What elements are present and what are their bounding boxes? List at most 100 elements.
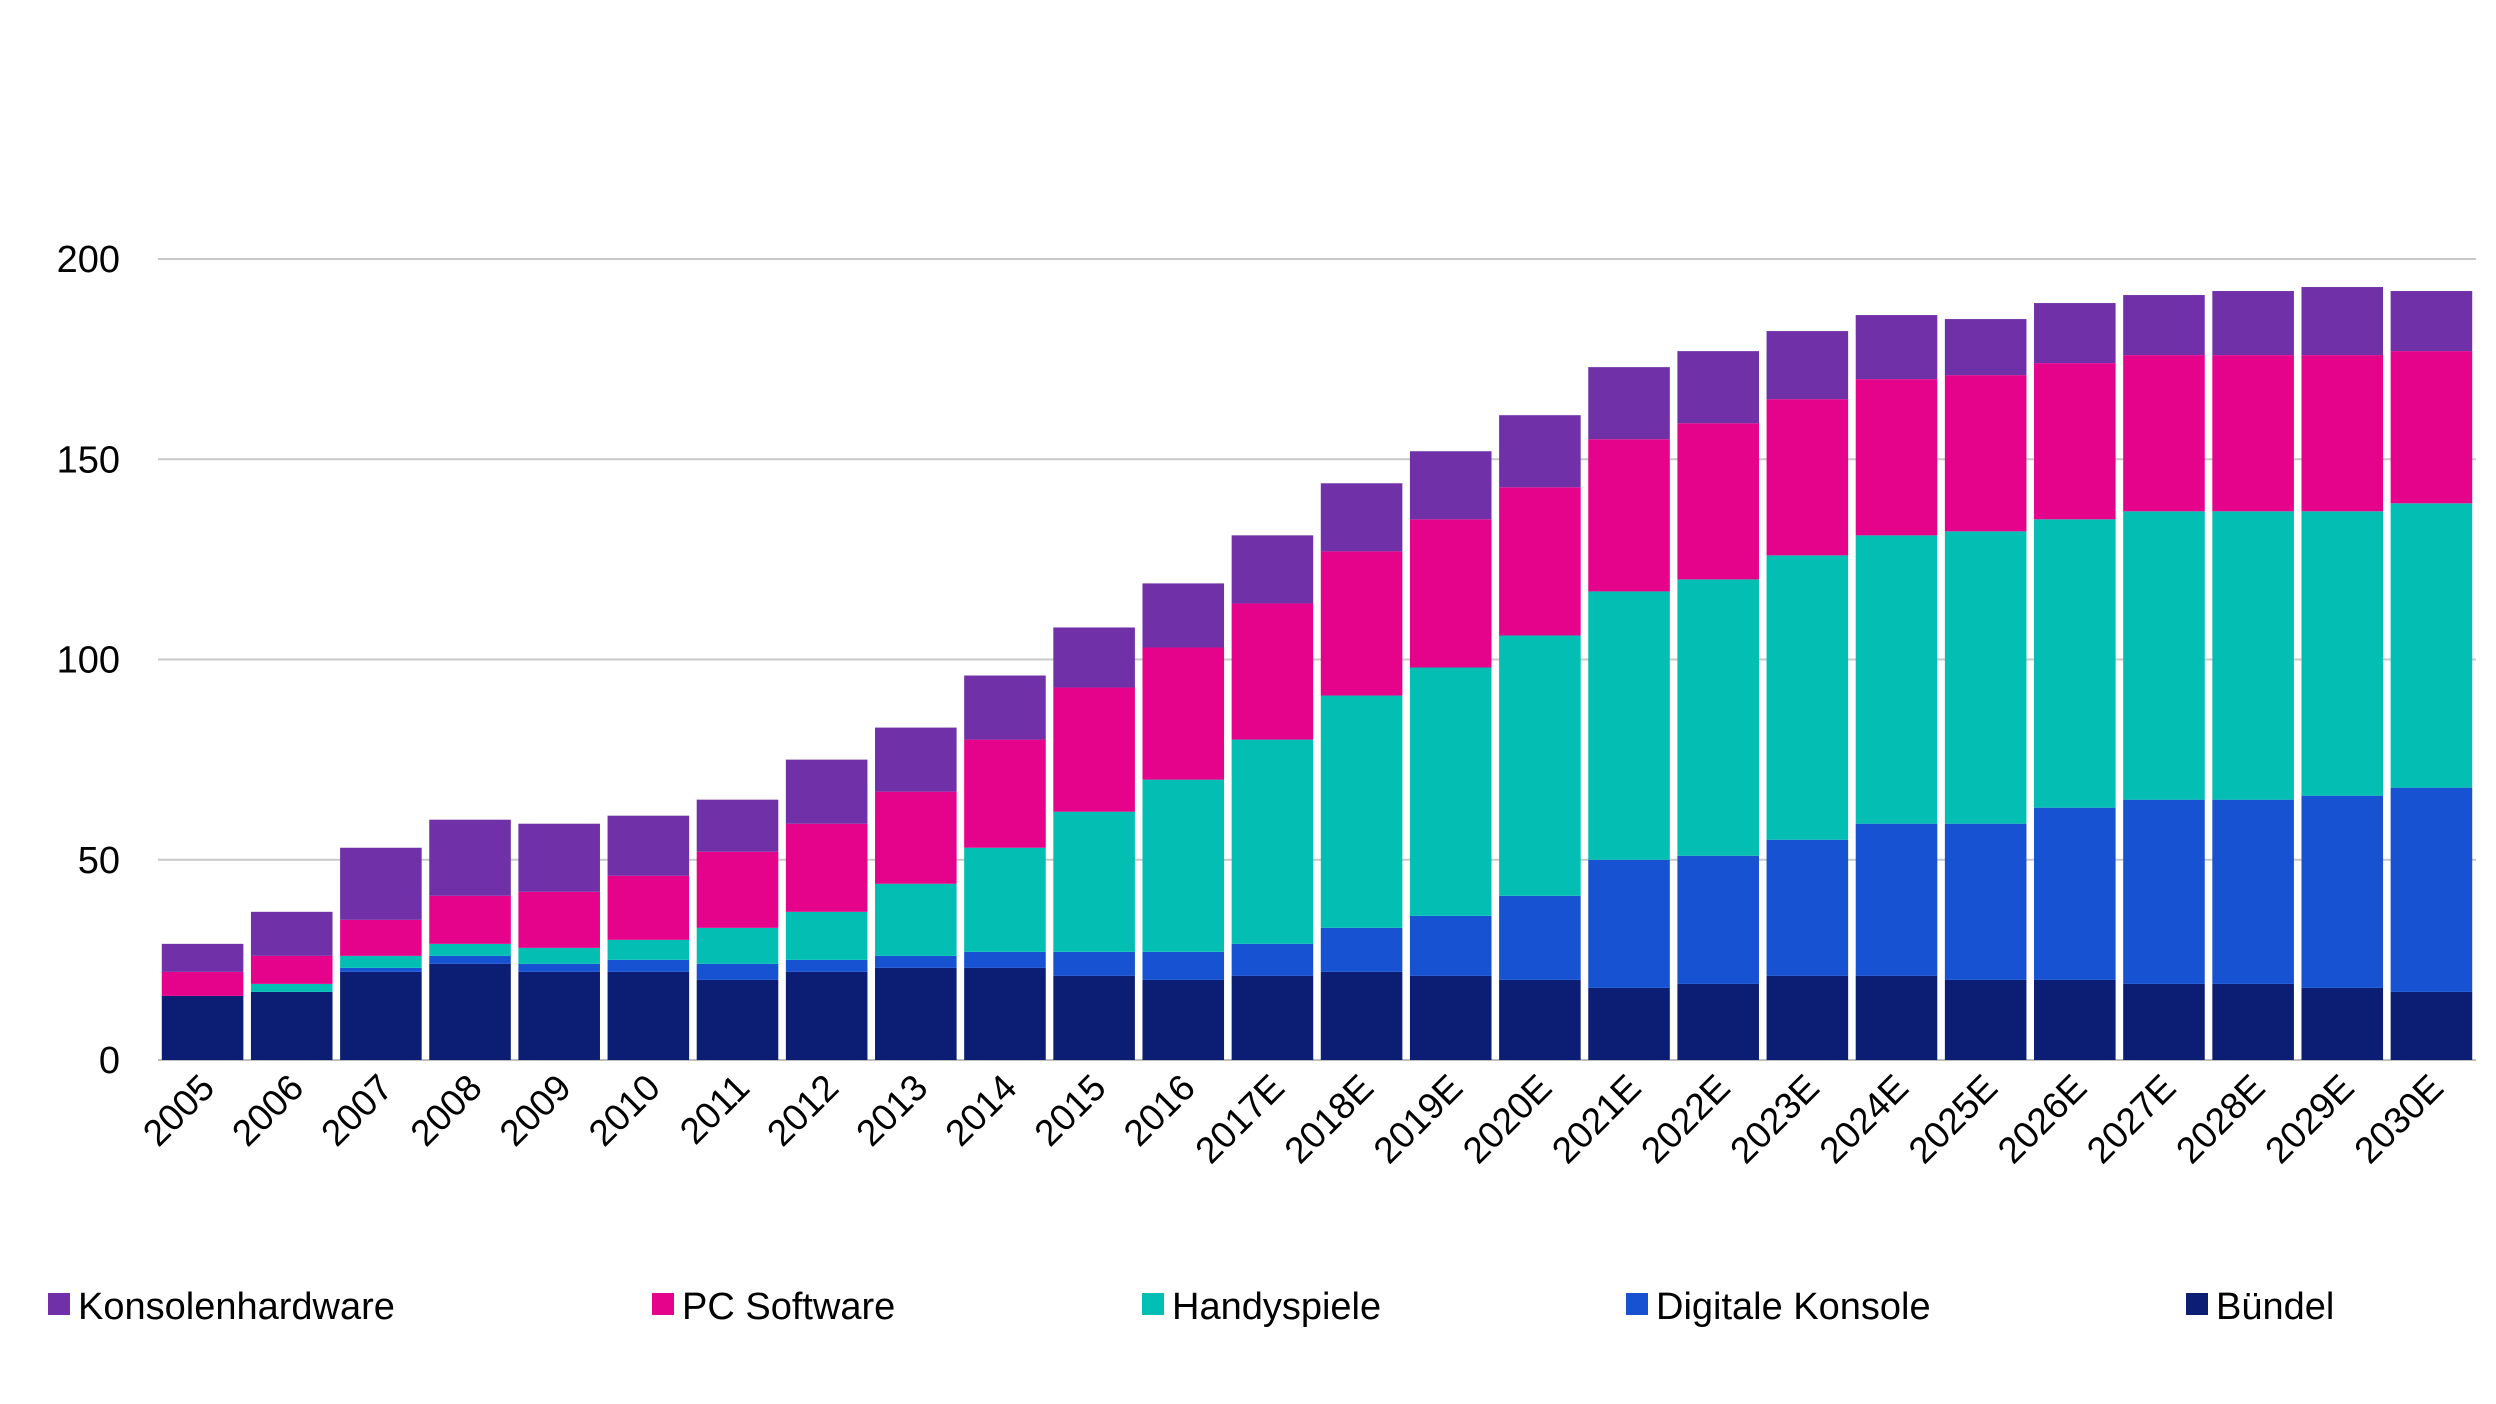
bar-segment-buendel-2017E xyxy=(1231,975,1314,1060)
bar-segment-pc-software-2007 xyxy=(340,919,422,956)
bar-segment-handyspiele-2026E xyxy=(2034,519,2116,808)
bar-segment-konsolenhardware-2014 xyxy=(964,675,1046,740)
x-tick-label: 2008 xyxy=(403,1067,490,1154)
bar-segment-pc-software-2011 xyxy=(696,851,779,928)
x-tick-label: 2028E xyxy=(2168,1067,2273,1172)
x-tick-label: 2030E xyxy=(2346,1067,2451,1172)
bar-segment-konsolenhardware-2019E xyxy=(1409,451,1492,520)
bar-segment-konsolenhardware-2009 xyxy=(518,823,600,892)
bar-segment-pc-software-2017E xyxy=(1231,603,1314,740)
bar-segment-buendel-2005 xyxy=(161,995,244,1060)
bar-segment-handyspiele-2027E xyxy=(2123,511,2205,800)
bar-segment-buendel-2008 xyxy=(429,963,511,1060)
bar-segment-buendel-2012 xyxy=(785,971,868,1060)
y-tick-label: 200 xyxy=(57,239,120,281)
bar-segment-handyspiele-2019E xyxy=(1409,667,1492,916)
bar-segment-pc-software-2013 xyxy=(875,791,957,884)
x-tick-label: 2021E xyxy=(1544,1067,1649,1172)
bar-segment-konsolenhardware-2010 xyxy=(607,815,690,876)
bar-segment-handyspiele-2018E xyxy=(1320,695,1403,928)
bar-segment-buendel-2011 xyxy=(696,979,779,1060)
bar-segment-buendel-2029E xyxy=(2301,987,2384,1060)
x-tick-label: 2020E xyxy=(1455,1067,1560,1172)
bar-segment-buendel-2027E xyxy=(2123,983,2205,1060)
x-tick-label: 2012 xyxy=(759,1067,846,1154)
bar-segment-digitale-konsole-2009 xyxy=(518,963,600,972)
bar-segment-handyspiele-2014 xyxy=(964,847,1046,952)
bar-segment-digitale-konsole-2017E xyxy=(1231,943,1314,976)
bar-segment-handyspiele-2008 xyxy=(429,943,511,956)
bar-segment-digitale-konsole-2008 xyxy=(429,955,511,964)
bar-segment-handyspiele-2024E xyxy=(1855,535,1938,824)
x-tick-label: 2005 xyxy=(135,1067,222,1154)
bar-segment-konsolenhardware-2030E xyxy=(2390,291,2473,352)
legend-swatch xyxy=(2186,1293,2208,1315)
x-tick-label: 2013 xyxy=(848,1067,935,1154)
bar-segment-pc-software-2008 xyxy=(429,895,511,944)
bar-segment-handyspiele-2030E xyxy=(2390,503,2473,788)
bar-segment-digitale-konsole-2021E xyxy=(1588,859,1670,988)
bar-segment-konsolenhardware-2012 xyxy=(785,759,868,824)
bar-segment-konsolenhardware-2028E xyxy=(2212,291,2294,356)
x-tick-label: 2015 xyxy=(1027,1067,1114,1154)
bar-segment-pc-software-2014 xyxy=(964,739,1046,848)
bar-segment-pc-software-2009 xyxy=(518,891,600,948)
x-tick-label: 2029E xyxy=(2257,1067,2362,1172)
bar-segment-pc-software-2022E xyxy=(1677,423,1759,580)
bar-segment-konsolenhardware-2022E xyxy=(1677,351,1759,424)
bar-segment-pc-software-2015 xyxy=(1053,687,1135,812)
bar-segment-pc-software-2029E xyxy=(2301,355,2384,512)
x-tick-label: 2014 xyxy=(937,1067,1024,1154)
bar-segment-handyspiele-2028E xyxy=(2212,511,2294,800)
legend-label: Handyspiele xyxy=(1172,1286,1381,1328)
bar-segment-pc-software-2005 xyxy=(161,971,244,996)
bar-segment-pc-software-2012 xyxy=(785,823,868,912)
bar-segment-handyspiele-2022E xyxy=(1677,579,1759,856)
bar-segment-digitale-konsole-2007 xyxy=(340,967,422,972)
legend-label: Konsolenhardware xyxy=(78,1286,395,1328)
bar-segment-handyspiele-2016 xyxy=(1142,779,1225,952)
bar-segment-konsolenhardware-2026E xyxy=(2034,303,2116,364)
bar-segment-handyspiele-2013 xyxy=(875,883,957,956)
bar-segment-konsolenhardware-2008 xyxy=(429,819,511,896)
bar-segment-pc-software-2016 xyxy=(1142,647,1225,780)
x-tick-label: 2011 xyxy=(672,1067,757,1152)
bar-segment-pc-software-2018E xyxy=(1320,551,1403,696)
bar-segment-digitale-konsole-2026E xyxy=(2034,807,2116,980)
y-axis-ticks: 0 50 100 150 200 xyxy=(57,239,120,1082)
bar-segment-pc-software-2010 xyxy=(607,875,690,940)
bar-segment-buendel-2020E xyxy=(1499,979,1581,1060)
bar-segment-buendel-2006 xyxy=(250,991,333,1060)
bar-segment-pc-software-2021E xyxy=(1588,439,1670,592)
bar-segment-pc-software-2030E xyxy=(2390,351,2473,504)
bar-segment-digitale-konsole-2024E xyxy=(1855,823,1938,976)
x-tick-label: 2007 xyxy=(313,1067,400,1154)
x-tick-label: 2025E xyxy=(1901,1067,2006,1172)
bar-segment-digitale-konsole-2030E xyxy=(2390,787,2473,992)
bar-segment-buendel-2018E xyxy=(1320,971,1403,1060)
x-tick-label: 2023E xyxy=(1722,1067,1827,1172)
bar-segment-buendel-2021E xyxy=(1588,987,1670,1060)
bar-segment-digitale-konsole-2016 xyxy=(1142,951,1225,980)
bar-segment-pc-software-2019E xyxy=(1409,519,1492,668)
x-tick-label: 2026E xyxy=(1990,1067,2095,1172)
bar-segment-digitale-konsole-2019E xyxy=(1409,915,1492,976)
bar-segment-handyspiele-2017E xyxy=(1231,739,1314,944)
y-tick-label: 100 xyxy=(57,640,120,682)
bar-segment-pc-software-2025E xyxy=(1944,375,2027,532)
bar-segment-handyspiele-2015 xyxy=(1053,811,1135,952)
x-tick-label: 2019E xyxy=(1366,1067,1471,1172)
bar-segment-handyspiele-2007 xyxy=(340,955,422,968)
x-tick-label: 2006 xyxy=(224,1067,311,1154)
x-tick-label: 2018E xyxy=(1277,1067,1382,1172)
y-tick-label: 50 xyxy=(78,840,120,882)
bar-segment-buendel-2025E xyxy=(1944,979,2027,1060)
bar-segment-konsolenhardware-2011 xyxy=(696,799,779,852)
bar-segment-buendel-2024E xyxy=(1855,975,1938,1060)
bar-segment-pc-software-2023E xyxy=(1766,399,1849,556)
bar-segment-handyspiele-2012 xyxy=(785,911,868,960)
bar-segment-digitale-konsole-2028E xyxy=(2212,799,2294,984)
bar-segment-handyspiele-2025E xyxy=(1944,531,2027,824)
legend-swatch xyxy=(1142,1293,1164,1315)
bar-segment-digitale-konsole-2020E xyxy=(1499,895,1581,980)
